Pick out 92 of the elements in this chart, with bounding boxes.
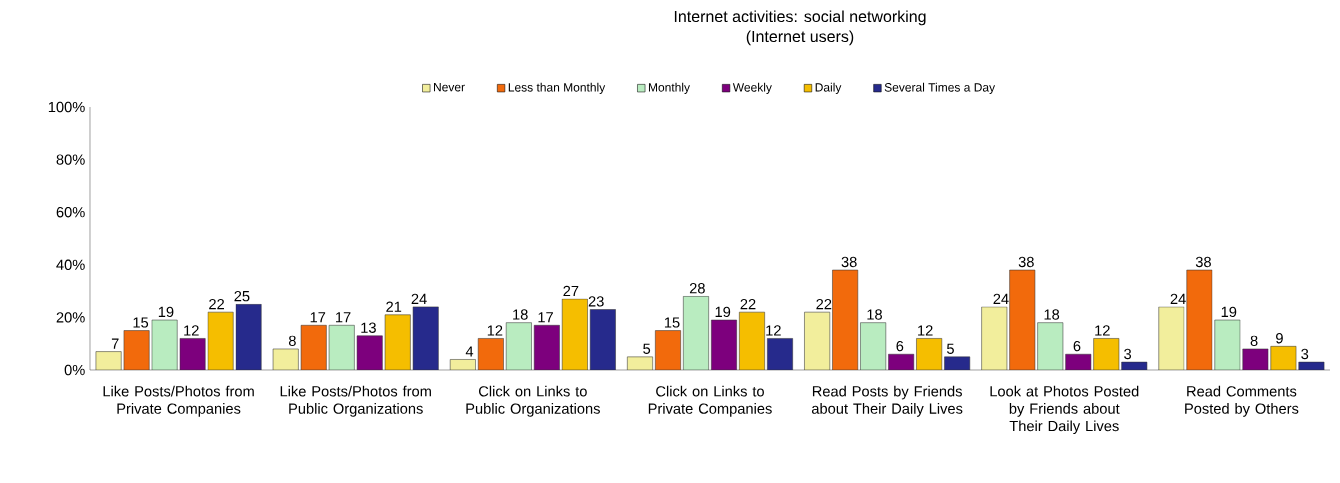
y-tick-label: 40% — [56, 259, 85, 270]
bar — [804, 311, 831, 370]
bar — [627, 356, 653, 370]
chart-subtitle: (Internet users) — [746, 30, 854, 46]
data-label: 8 — [1250, 335, 1258, 347]
bar — [151, 319, 178, 370]
bar — [739, 311, 765, 370]
data-label: 38 — [841, 256, 857, 268]
data-label: 12 — [918, 325, 933, 336]
bar — [477, 338, 504, 370]
data-label: 3 — [1124, 348, 1132, 360]
bar — [95, 351, 122, 370]
legend-label: Several Times a Day — [884, 82, 996, 94]
bar — [1298, 361, 1325, 370]
data-label: 18 — [867, 309, 882, 320]
bar — [767, 338, 793, 370]
data-label: 6 — [1073, 340, 1081, 352]
chart-title: Internet activities: social networking — [674, 10, 926, 26]
x-tick-label: Look at Photos Posted by Friends about Their Daily Lives — [990, 385, 1139, 435]
y-tick-label: 80% — [56, 154, 85, 165]
data-label: 9 — [1276, 333, 1283, 344]
data-label: 24 — [1170, 293, 1186, 304]
bar — [944, 356, 971, 370]
x-tick-label: Like Posts/Photos from Private Companies — [103, 385, 254, 417]
data-label: 6 — [896, 340, 904, 352]
data-label: 3 — [1301, 348, 1309, 360]
data-label: 24 — [411, 293, 427, 304]
data-label: 19 — [158, 306, 174, 318]
data-label: 21 — [386, 301, 402, 312]
data-label: 18 — [513, 309, 528, 320]
x-tick-label: Read Posts by Friends about Their Daily Lives — [811, 385, 963, 417]
data-label: 4 — [465, 346, 474, 357]
data-label: 24 — [993, 293, 1009, 304]
data-label: 25 — [234, 290, 250, 302]
data-label: 17 — [538, 312, 553, 323]
x-tick-label: Click on Links to Private Companies — [648, 385, 772, 417]
legend-label: Weekly — [732, 82, 772, 94]
bar — [1214, 319, 1241, 370]
data-label: 28 — [689, 283, 705, 294]
data-label: 19 — [715, 306, 731, 318]
legend-label: Less than Monthly — [508, 82, 606, 94]
bar — [860, 322, 887, 370]
bar — [235, 303, 262, 370]
data-label: 5 — [643, 343, 651, 354]
data-label: 12 — [184, 325, 199, 336]
data-label: 38 — [1018, 256, 1034, 268]
data-label: 15 — [133, 317, 149, 328]
bar — [711, 319, 737, 370]
data-label: 19 — [1221, 306, 1237, 318]
data-label: 5 — [946, 343, 954, 354]
bar — [589, 309, 616, 370]
bar — [561, 298, 588, 370]
bar — [1158, 306, 1185, 370]
data-label: 12 — [766, 325, 781, 336]
bar — [533, 325, 560, 370]
data-label: 22 — [740, 298, 756, 310]
y-tick-label: 100% — [48, 101, 85, 113]
legend-label: Never — [434, 83, 465, 92]
bar — [683, 296, 709, 370]
legend-label: Monthly — [648, 82, 690, 94]
data-label: 8 — [288, 335, 296, 347]
bar — [207, 311, 234, 370]
bar — [1270, 346, 1297, 370]
x-tick-label: Like Posts/Photos from Public Organizations — [280, 385, 431, 417]
bar — [655, 330, 681, 370]
y-tick-label: 60% — [56, 207, 85, 218]
data-label: 23 — [588, 296, 604, 307]
bar — [123, 330, 150, 370]
data-label: 13 — [361, 322, 376, 333]
bar — [179, 338, 206, 370]
data-label: 22 — [209, 298, 224, 310]
data-label: 12 — [487, 325, 503, 336]
bar — [1186, 269, 1213, 370]
data-label: 38 — [1195, 256, 1211, 268]
data-label: 22 — [816, 298, 832, 310]
x-tick-label: Read Comments Posted by Others — [1185, 385, 1299, 417]
data-label: 18 — [1044, 309, 1060, 320]
bar — [832, 269, 859, 370]
data-label: 17 — [336, 312, 351, 323]
bar — [916, 338, 943, 370]
data-label: 7 — [111, 338, 119, 349]
data-label: 15 — [664, 317, 680, 328]
data-label: 12 — [1095, 325, 1110, 336]
bar — [356, 335, 383, 370]
y-tick-label: 20% — [56, 312, 85, 323]
x-tick-label: Click on Links to Public Organizations — [466, 385, 600, 417]
data-label: 17 — [310, 312, 326, 323]
data-label: 27 — [563, 285, 579, 297]
y-tick-label: 0% — [64, 364, 85, 376]
bar — [449, 359, 476, 370]
bar — [505, 322, 532, 370]
legend-label: Daily — [815, 82, 842, 94]
